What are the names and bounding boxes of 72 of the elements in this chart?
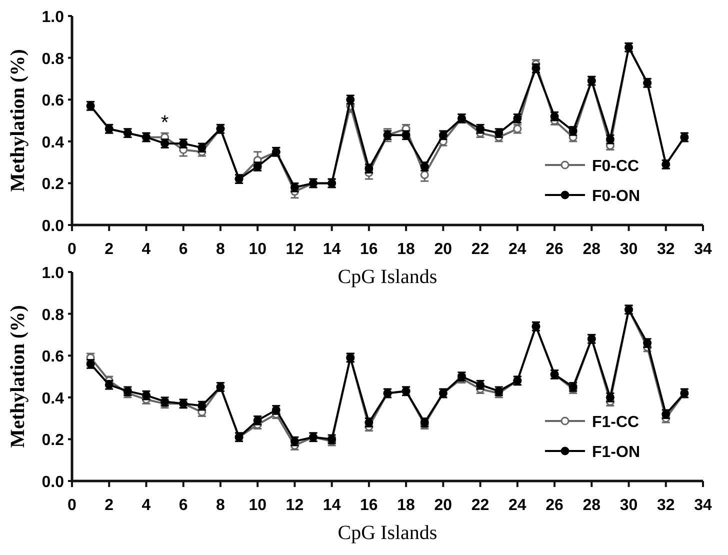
- x-tick-label: 34: [694, 497, 712, 514]
- y-tick-label: 1.0: [42, 265, 64, 282]
- x-tick-label: 32: [656, 241, 675, 258]
- annotation: *: [160, 112, 169, 134]
- point: [364, 164, 374, 173]
- point: [272, 406, 280, 414]
- y-tick-label: 0.0: [42, 474, 64, 491]
- x-tick-label: 12: [286, 497, 304, 514]
- x-tick-label: 6: [178, 497, 188, 514]
- x-tick-label: 22: [471, 241, 490, 258]
- y-tick-label: 0.4: [42, 390, 64, 408]
- x-tick-label: 22: [471, 497, 490, 514]
- x-tick-label: 16: [360, 497, 378, 514]
- y-axis-title: Methylation (%): [7, 305, 29, 448]
- y-tick-label: 0.2: [42, 432, 64, 450]
- y-tick-label: 0.6: [42, 348, 64, 366]
- x-tick-label: 2: [104, 497, 114, 514]
- x-tick-label: 18: [397, 241, 416, 258]
- x-tick-label: 26: [546, 241, 564, 258]
- point: [420, 170, 429, 180]
- x-tick-label: 32: [656, 497, 675, 514]
- x-tick-label: 34: [694, 241, 712, 258]
- point: [290, 183, 299, 192]
- point: [290, 437, 299, 446]
- x-tick-label: 20: [434, 241, 452, 258]
- x-tick-label: 4: [142, 241, 151, 258]
- x-tick-label: 8: [216, 241, 226, 258]
- legend-label: F1-ON: [592, 444, 640, 461]
- legend-label: F1-CC: [592, 414, 640, 431]
- x-tick-label: 0: [68, 497, 77, 514]
- x-tick-label: 16: [360, 241, 378, 258]
- x-axis-title: CpG Islands: [338, 266, 438, 288]
- x-tick-label: 24: [508, 241, 526, 258]
- x-axis-title: CpG Islands: [338, 522, 438, 544]
- point: [606, 393, 614, 402]
- y-tick-label: 1.0: [42, 9, 64, 26]
- x-tick-label: 18: [397, 497, 416, 514]
- legend-label: F0-ON: [592, 188, 640, 205]
- x-tick-label: 14: [322, 497, 341, 514]
- x-tick-label: 28: [582, 497, 601, 514]
- legend-label: F0-CC: [592, 158, 640, 175]
- point: [494, 128, 504, 138]
- x-tick-label: 10: [248, 241, 267, 258]
- y-axis-title: Methylation (%): [7, 49, 29, 192]
- x-tick-label: 14: [322, 241, 341, 258]
- point: [532, 64, 540, 72]
- x-tick-label: 28: [582, 241, 601, 258]
- point: [662, 410, 670, 418]
- point: [606, 135, 614, 144]
- x-tick-label: 24: [508, 497, 526, 514]
- x-tick-label: 26: [546, 497, 564, 514]
- point: [364, 418, 374, 427]
- point: [346, 95, 355, 104]
- y-tick-label: 0.4: [42, 134, 64, 152]
- y-tick-label: 0.8: [42, 50, 64, 68]
- x-tick-label: 0: [68, 241, 77, 258]
- x-tick-label: 6: [178, 241, 188, 258]
- y-tick-label: 0.8: [42, 306, 64, 324]
- x-tick-label: 30: [620, 497, 638, 514]
- y-tick-label: 0.2: [42, 176, 64, 194]
- x-tick-label: 30: [620, 241, 638, 258]
- y-tick-label: 0.6: [42, 92, 64, 110]
- x-tick-label: 2: [104, 241, 114, 258]
- point: [568, 126, 578, 136]
- x-tick-label: 8: [216, 497, 226, 514]
- x-tick-label: 10: [248, 497, 267, 514]
- x-tick-label: 4: [142, 497, 151, 514]
- x-tick-label: 20: [434, 497, 452, 514]
- y-tick-label: 0.0: [42, 218, 64, 235]
- point: [198, 143, 206, 152]
- x-tick-label: 12: [286, 241, 304, 258]
- point: [420, 162, 429, 171]
